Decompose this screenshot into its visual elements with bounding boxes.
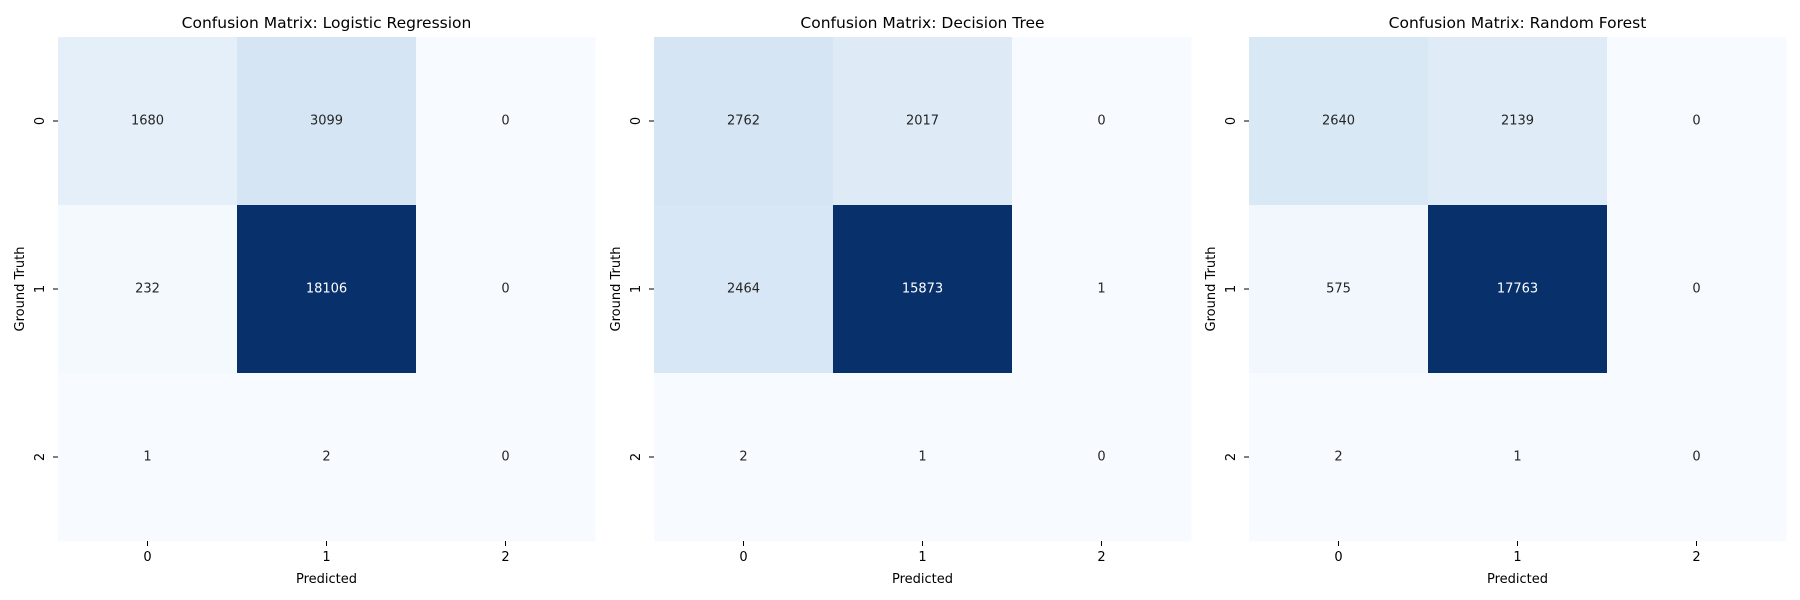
cell-value-r0-c2: 0 <box>1692 114 1700 129</box>
cell-value-r1-c2: 0 <box>501 282 509 297</box>
y-tick-label-0: 0 <box>629 117 644 125</box>
heatmap-cell-r1-c2 <box>1012 205 1192 374</box>
cell-value-r1-c2: 0 <box>1692 282 1700 297</box>
x-axis-label: Predicted <box>1487 572 1548 587</box>
cell-value-r2-c1: 1 <box>1513 450 1521 465</box>
cell-value-r0-c1: 3099 <box>310 114 343 129</box>
cell-value-r0-c1: 2017 <box>906 114 939 129</box>
cell-value-r1-c1: 15873 <box>902 282 943 297</box>
heatmap-cell-r2-c2 <box>1012 373 1192 542</box>
cell-value-r2-c2: 0 <box>501 450 509 465</box>
heatmap-cell-r0-c0 <box>58 37 238 206</box>
heatmap-cell-r2-c1 <box>237 373 417 542</box>
heatmap-cell-r0-c2 <box>1607 37 1787 206</box>
heatmap-cell-r2-c0 <box>654 373 834 542</box>
cell-value-r2-c1: 1 <box>918 450 926 465</box>
heatmap-cell-r0-c0 <box>1249 37 1429 206</box>
y-axis-label: Ground Truth <box>609 247 624 332</box>
chart-title: Confusion Matrix: Random Forest <box>1389 14 1647 32</box>
y-tick-label-1: 1 <box>629 285 644 293</box>
x-tick-label-0: 0 <box>143 550 151 565</box>
cell-value-r1-c1: 18106 <box>306 282 347 297</box>
heatmap-cell-r2-c0 <box>1249 373 1429 542</box>
cell-value-r0-c0: 2640 <box>1322 114 1355 129</box>
cell-value-r0-c2: 0 <box>1097 114 1105 129</box>
heatmap-cell-r2-c1 <box>833 373 1013 542</box>
heatmap-cell-r1-c0 <box>58 205 238 374</box>
y-tick-label-1: 1 <box>33 285 48 293</box>
heatmap-cell-r0-c0 <box>654 37 834 206</box>
cell-value-r2-c2: 0 <box>1097 450 1105 465</box>
y-tick-label-1: 1 <box>1224 285 1239 293</box>
cell-value-r0-c1: 2139 <box>1501 114 1534 129</box>
heatmap-cell-r2-c2 <box>1607 373 1787 542</box>
heatmap-cell-r0-c1 <box>833 37 1013 206</box>
heatmap-cell-r1-c0 <box>654 205 834 374</box>
y-axis-label: Ground Truth <box>1204 247 1219 332</box>
heatmap-cell-r1-c1 <box>1428 205 1608 374</box>
heatmap-cell-r0-c1 <box>237 37 417 206</box>
chart-title: Confusion Matrix: Decision Tree <box>800 14 1044 32</box>
x-tick-label-1: 1 <box>1513 550 1521 565</box>
cell-value-r2-c0: 1 <box>143 450 151 465</box>
cell-value-r0-c0: 2762 <box>727 114 760 129</box>
x-tick-label-1: 1 <box>918 550 926 565</box>
cell-value-r2-c0: 2 <box>1334 450 1342 465</box>
y-tick-label-0: 0 <box>33 117 48 125</box>
heatmap-cell-r1-c1 <box>833 205 1013 374</box>
y-tick-label-2: 2 <box>33 453 48 461</box>
x-tick-label-2: 2 <box>501 550 509 565</box>
cell-value-r1-c2: 1 <box>1097 282 1105 297</box>
cell-value-r2-c2: 0 <box>1692 450 1700 465</box>
x-axis-label: Predicted <box>892 572 953 587</box>
cell-value-r1-c0: 2464 <box>727 282 760 297</box>
heatmap-cell-r2-c2 <box>416 373 596 542</box>
cell-value-r0-c2: 0 <box>501 114 509 129</box>
y-tick-label-2: 2 <box>629 453 644 461</box>
heatmap-cell-r2-c1 <box>1428 373 1608 542</box>
cell-value-r1-c0: 575 <box>1326 282 1351 297</box>
cell-value-r0-c0: 1680 <box>131 114 164 129</box>
x-tick-label-2: 2 <box>1097 550 1105 565</box>
heatmap-cell-r1-c2 <box>416 205 596 374</box>
x-axis-label: Predicted <box>296 572 357 587</box>
chart-title: Confusion Matrix: Logistic Regression <box>182 14 472 32</box>
x-tick-label-1: 1 <box>322 550 330 565</box>
heatmap-cell-r0-c1 <box>1428 37 1608 206</box>
heatmap-cell-r2-c0 <box>58 373 238 542</box>
heatmap-cell-r1-c0 <box>1249 205 1429 374</box>
y-axis-label: Ground Truth <box>13 247 28 332</box>
heatmap-cell-r1-c1 <box>237 205 417 374</box>
cell-value-r1-c0: 232 <box>135 282 160 297</box>
y-tick-label-2: 2 <box>1224 453 1239 461</box>
x-tick-label-0: 0 <box>1334 550 1342 565</box>
heatmap-cell-r0-c2 <box>1012 37 1192 206</box>
y-tick-label-0: 0 <box>1224 117 1239 125</box>
heatmap-cell-r0-c2 <box>416 37 596 206</box>
x-tick-label-2: 2 <box>1692 550 1700 565</box>
x-tick-label-0: 0 <box>739 550 747 565</box>
cell-value-r2-c0: 2 <box>739 450 747 465</box>
cell-value-r1-c1: 17763 <box>1497 282 1538 297</box>
heatmap-cell-r1-c2 <box>1607 205 1787 374</box>
cell-value-r2-c1: 2 <box>322 450 330 465</box>
